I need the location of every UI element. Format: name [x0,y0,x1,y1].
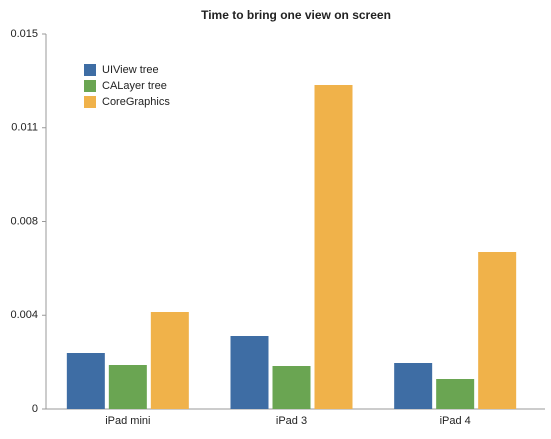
bar [230,336,269,409]
bar [66,353,105,409]
bar [394,363,433,409]
legend-label: CoreGraphics [102,96,170,108]
legend-swatch [84,80,96,92]
legend-label: CALayer tree [102,80,167,92]
y-tick-label: 0.004 [10,309,38,321]
y-tick-label: 0 [32,403,38,415]
legend-label: UIView tree [102,64,159,76]
y-tick-label: 0.015 [10,28,38,40]
x-tick-label: iPad mini [105,415,150,427]
bar [272,366,311,409]
chart-title: Time to bring one view on screen [201,8,391,22]
x-tick-label: iPad 3 [276,415,307,427]
y-tick-label: 0.008 [10,215,38,227]
bar [150,312,189,409]
bar [314,85,353,409]
legend-swatch [84,64,96,76]
bar [478,252,517,409]
y-tick-label: 0.011 [11,122,38,134]
bar [108,365,147,409]
x-tick-label: iPad 4 [440,415,471,427]
legend-swatch [84,96,96,108]
bar [436,379,475,409]
